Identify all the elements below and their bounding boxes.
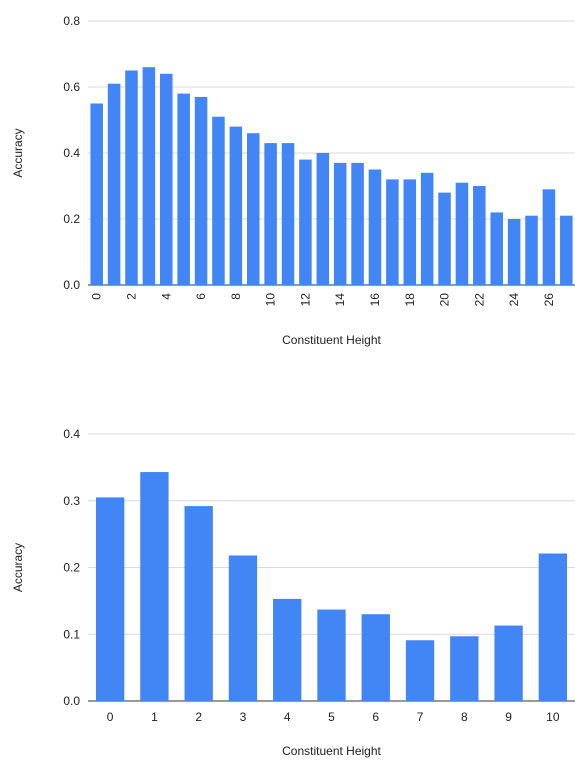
bar (455, 182, 469, 285)
y-tick-label: 0.2 (63, 561, 80, 575)
y-tick-label: 0.3 (63, 494, 80, 508)
bar-chart-top: 0.00.20.40.60.80 2 4 6 8 10 12 14 16 18 20 22 24 26Co… (11, 14, 575, 347)
bar (160, 73, 173, 285)
bar (317, 609, 346, 701)
bar (264, 143, 277, 285)
x-tick-label: 2 (195, 710, 202, 724)
bar (507, 219, 521, 285)
y-tick-label: 0.4 (63, 146, 80, 160)
bar (386, 179, 399, 285)
bar (95, 497, 125, 701)
x-tick-label: 5 (328, 710, 335, 724)
x-tick-label: 6 (372, 710, 379, 724)
x-tick-label: 10 (546, 710, 560, 724)
bar (90, 103, 103, 285)
x-tick-label: 4 (159, 293, 173, 300)
bar (351, 162, 364, 285)
x-tick-label: 3 (240, 710, 247, 724)
x-tick-label: 22 (472, 293, 486, 307)
y-tick-label: 0.2 (63, 212, 80, 226)
bar-chart-bottom: 0.0 0.1 0.2 0.3 0.4 0 1 2 3 4 5 6 7 8 9 10 Constituent H… (11, 427, 575, 758)
x-tick-label: 12 (298, 293, 312, 307)
y-axis-title: Accuracy (11, 128, 25, 177)
bar (299, 159, 312, 285)
bar (490, 212, 503, 285)
y-tick-label: 0.8 (63, 14, 80, 28)
x-tick-label: 26 (542, 293, 556, 307)
x-tick-label: 0 (90, 293, 104, 300)
bar (212, 116, 225, 285)
y-axis-title: Accuracy (11, 543, 25, 592)
y-tick-label: 0.0 (63, 694, 80, 708)
bar (281, 143, 295, 285)
x-tick-label: 4 (284, 710, 291, 724)
y-tick-label: 0.1 (63, 627, 80, 641)
bar (177, 93, 190, 285)
bar (525, 215, 538, 285)
y-tick-label: 0.4 (63, 427, 80, 441)
x-tick-label: 8 (229, 293, 243, 300)
bar (273, 598, 302, 701)
x-tick-label: 14 (333, 293, 347, 307)
x-tick-label: 6 (194, 293, 208, 300)
x-tick-label: 24 (507, 293, 521, 307)
bar (316, 153, 330, 285)
x-axis-title: Constituent Height (282, 333, 381, 347)
bar (473, 186, 486, 285)
x-tick-label: 2 (124, 293, 138, 300)
y-tick-label: 0.6 (63, 80, 80, 94)
x-tick-label: 10 (264, 293, 278, 307)
bar (194, 96, 208, 286)
bar (538, 553, 568, 701)
x-tick-label: 9 (505, 710, 512, 724)
bar (403, 179, 417, 285)
bar (361, 614, 390, 701)
bar (450, 636, 479, 701)
x-tick-label: 0 (107, 710, 114, 724)
x-tick-label: 18 (403, 293, 417, 307)
x-axis-title: Constituent Height (282, 744, 381, 758)
x-tick-label: 1 (151, 710, 158, 724)
bar (405, 640, 435, 701)
bar (368, 169, 382, 285)
bar (142, 67, 156, 285)
bar (229, 126, 243, 285)
x-tick-label: 16 (368, 293, 382, 307)
bar (333, 162, 347, 285)
bar (246, 133, 260, 285)
bar (560, 215, 573, 285)
x-tick-label: 8 (461, 710, 468, 724)
bar (107, 83, 121, 285)
y-tick-label: 0.0 (63, 278, 80, 292)
x-tick-label: 20 (438, 293, 452, 307)
x-tick-label: 7 (417, 710, 424, 724)
bar (140, 472, 169, 701)
bar (494, 625, 523, 701)
bar (438, 192, 451, 285)
bar (420, 172, 434, 285)
bar (542, 189, 556, 285)
bar (125, 70, 138, 285)
bar (228, 555, 258, 701)
bar (184, 506, 213, 701)
